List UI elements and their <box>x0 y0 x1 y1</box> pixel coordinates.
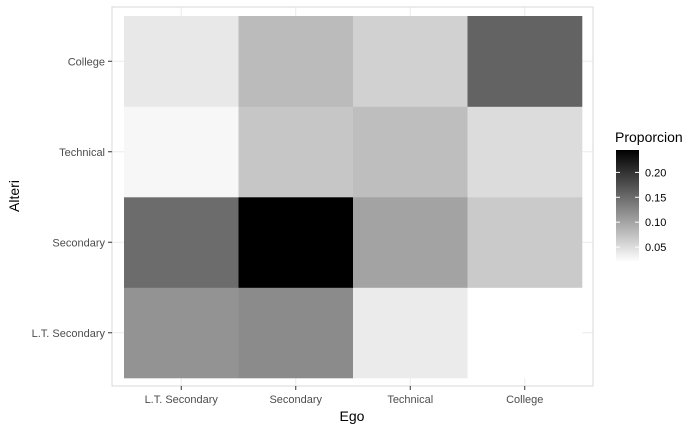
heatmap-cell-technical-college <box>353 16 468 107</box>
heatmap-cell-secondary-l-t-secondary <box>238 287 354 379</box>
x-axis-ticks: L.T. Secondary Secondary Technical College <box>145 386 543 406</box>
x-tick-label-l-t-secondary: L.T. Secondary <box>145 394 219 406</box>
heatmap-cell-secondary-technical <box>238 106 354 198</box>
y-axis-title: Alteri <box>6 180 22 212</box>
heatmap-cell-l-t-secondary-secondary <box>124 197 239 288</box>
legend-tick-label: 0.15 <box>645 192 666 204</box>
y-tick-label-technical: Technical <box>59 147 105 159</box>
panel-border <box>111 6 594 387</box>
heatmap-cell-l-t-secondary-college <box>124 16 239 107</box>
heatmap-cell-college-secondary <box>467 197 583 288</box>
y-tick-label-college: College <box>68 56 105 68</box>
heatmap-cell-technical-secondary <box>353 197 468 288</box>
legend-title: Proporcion <box>615 129 683 145</box>
heatmap-cells <box>124 16 583 379</box>
x-axis-title: Ego <box>340 408 365 424</box>
heatmap-cell-technical-l-t-secondary <box>353 287 468 379</box>
heatmap-cell-college-technical <box>467 106 583 198</box>
heatmap-cell-secondary-college <box>238 16 354 107</box>
heatmap-cell-college-college <box>467 16 583 107</box>
heatmap-cell-l-t-secondary-technical <box>124 106 239 198</box>
y-tick-label-l-t-secondary: L.T. Secondary <box>32 328 106 340</box>
x-tick-label-technical: Technical <box>387 394 433 406</box>
x-tick-label-college: College <box>506 394 543 406</box>
legend-tick-label: 0.10 <box>645 217 666 229</box>
y-tick-label-secondary: Secondary <box>52 237 105 249</box>
color-legend: Proporcion 0.05 0.10 0.15 0.20 <box>615 129 683 262</box>
heatmap-cell-secondary-secondary <box>238 197 354 288</box>
heatmap-cell-l-t-secondary-l-t-secondary <box>124 287 239 379</box>
y-axis-ticks: L.T. Secondary Secondary Technical College <box>32 56 112 340</box>
legend-colorbar <box>616 150 639 262</box>
heatmap-cell-technical-technical <box>353 106 468 198</box>
legend-tick-label: 0.05 <box>645 242 666 254</box>
legend-tick-label: 0.20 <box>645 167 666 179</box>
legend-ticks: 0.05 0.10 0.15 0.20 <box>616 167 666 254</box>
heatmap-cell-college-l-t-secondary <box>467 287 583 379</box>
x-tick-label-secondary: Secondary <box>269 394 322 406</box>
